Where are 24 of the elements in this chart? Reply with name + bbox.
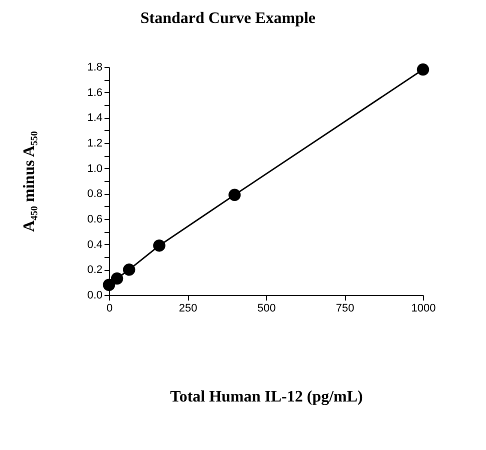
x-axis-title: Total Human IL-12 (pg/mL) [170,388,363,406]
y-tick-label: 1.0 [87,162,102,175]
y-tick-label: 0.0 [87,290,102,302]
point [228,188,241,202]
x-tick-label: 1000 [411,302,436,314]
y-tick-label: 0.4 [87,238,102,251]
point [416,63,430,76]
y-axis-title: A₄₅₀ minus A₅₅₀ [21,130,38,232]
chart-title: Standard Curve Example [140,10,316,27]
y-tick-label: 1.4 [87,112,102,124]
point [153,239,166,252]
y-tick-label: 0.8 [87,188,102,200]
y-tick-label: 1.2 [87,138,102,150]
x-tick-label: 750 [336,302,354,314]
y-tick-label: 1.6 [87,86,102,99]
point [122,264,136,276]
x-tick-label: 250 [178,302,198,314]
x-tick-label: 0 [106,302,113,314]
point [110,272,124,285]
y-tick-label: 0.6 [87,214,102,226]
point [102,278,116,291]
x-tick-label: 500 [257,302,276,314]
y-tick-label: 1.8 [87,62,102,74]
y-tick-label: 0.2 [87,264,102,276]
